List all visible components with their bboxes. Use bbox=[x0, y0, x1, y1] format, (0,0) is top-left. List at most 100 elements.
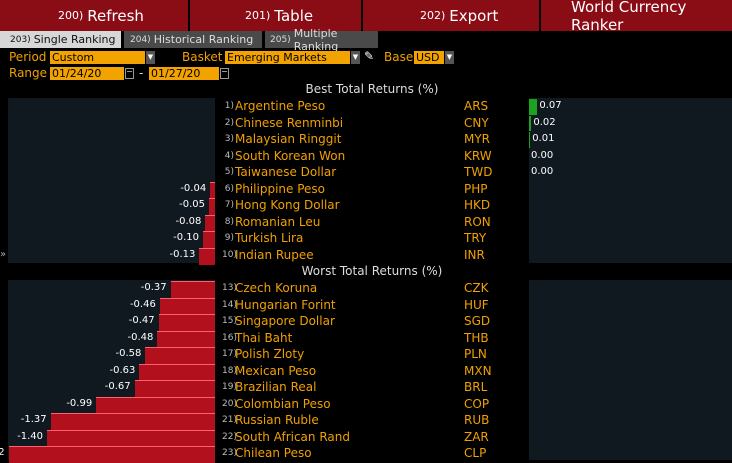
table-row[interactable]: 21) Russian Ruble RUB -1.37 bbox=[0, 412, 732, 430]
return-value: 0.01 bbox=[532, 133, 555, 144]
table-row[interactable]: 19) Brazilian Real BRL -0.67 bbox=[0, 379, 732, 397]
table-row[interactable]: 4) South Korean Won KRW 0.00 bbox=[0, 148, 732, 164]
currency-name: Turkish Lira bbox=[235, 231, 304, 245]
range-label: Range bbox=[9, 66, 48, 80]
return-value: 0.00 bbox=[531, 166, 554, 177]
table-row[interactable]: 1) Argentine Peso ARS 0.07 bbox=[0, 98, 732, 115]
tab-single-ranking[interactable]: 203) Single Ranking bbox=[0, 31, 124, 48]
tab-multiple-ranking-number: 205) bbox=[270, 34, 291, 45]
table-button-label: Table bbox=[274, 6, 314, 25]
pencil-icon[interactable]: ✎ bbox=[364, 49, 375, 63]
table-row[interactable]: 2) Chinese Renminbi CNY 0.02 bbox=[0, 115, 732, 131]
worst-returns-header: Worst Total Returns (%) bbox=[301, 264, 443, 278]
export-button[interactable]: 202) Export bbox=[363, 0, 541, 31]
rank-number: 7) bbox=[224, 200, 234, 210]
period-dropdown-icon[interactable]: ▼ bbox=[146, 51, 155, 64]
worst-positive-panel bbox=[529, 280, 732, 460]
return-value: -0.10 bbox=[173, 232, 199, 243]
basket-label: Basket bbox=[182, 50, 223, 64]
start-date-input[interactable]: 01/24/20 bbox=[50, 67, 124, 80]
currency-code: KRW bbox=[464, 148, 492, 163]
return-value: 0.07 bbox=[539, 100, 562, 111]
table-row[interactable]: 6) Philippine Peso PHP -0.04 bbox=[0, 181, 732, 199]
table-button[interactable]: 201) Table bbox=[190, 0, 363, 31]
currency-code: INR bbox=[464, 247, 485, 262]
refresh-button[interactable]: 200) Refresh bbox=[0, 0, 190, 31]
currency-name: Philippine Peso bbox=[235, 181, 325, 196]
negative-return-bar bbox=[157, 330, 215, 348]
table-row[interactable]: 3) Malaysian Ringgit MYR 0.01 bbox=[0, 131, 732, 148]
currency-name: Romanian Leu bbox=[235, 214, 321, 229]
table-row[interactable]: 5) Taiwanese Dollar TWD 0.00 bbox=[0, 164, 732, 180]
currency-code: PLN bbox=[464, 347, 487, 361]
export-button-number: 202) bbox=[420, 9, 446, 22]
currency-name: Chilean Peso bbox=[235, 446, 312, 460]
end-date-input[interactable]: 01/27/20 bbox=[149, 67, 219, 80]
period-select[interactable]: Custom bbox=[50, 51, 145, 64]
currency-name: Argentine Peso bbox=[235, 99, 326, 113]
rank-number: 9) bbox=[224, 233, 234, 243]
table-row[interactable]: 7) Hong Kong Dollar HKD -0.05 bbox=[0, 197, 732, 215]
return-value: -0.08 bbox=[175, 215, 202, 227]
currency-code: RON bbox=[464, 214, 491, 229]
end-calendar-icon[interactable] bbox=[220, 68, 229, 79]
table-row[interactable]: 23)Chilean Peso CLP -1.72 bbox=[0, 445, 732, 463]
tab-multiple-ranking[interactable]: 205) Multiple Ranking bbox=[265, 27, 381, 53]
rank-number: 16) bbox=[222, 332, 237, 343]
currency-name: Hungarian Forint bbox=[235, 297, 336, 312]
currency-name: Chinese Renminbi bbox=[235, 115, 344, 130]
table-row[interactable]: 13) Czech Koruna CZK -0.37 bbox=[0, 280, 732, 298]
return-value: 0.00 bbox=[531, 149, 554, 161]
table-row[interactable]: 18) Mexican Peso MXN -0.63 bbox=[0, 363, 732, 381]
table-row[interactable]: 10) Indian Rupee INR -0.13 bbox=[0, 247, 732, 265]
tab-historical-ranking[interactable]: 204) Historical Ranking bbox=[124, 31, 265, 48]
negative-return-bar bbox=[96, 396, 215, 414]
negative-return-bar bbox=[8, 446, 215, 463]
currency-name: Polish Zloty bbox=[235, 347, 305, 361]
currency-code: PHP bbox=[464, 181, 488, 196]
return-value: -0.48 bbox=[127, 331, 154, 343]
base-label: Base bbox=[384, 50, 414, 64]
collapse-arrow-icon[interactable]: » bbox=[0, 249, 7, 260]
table-row[interactable]: 17) Polish Zloty PLN -0.58 bbox=[0, 346, 732, 364]
table-row[interactable]: 16) Thai Baht THB -0.48 bbox=[0, 330, 732, 348]
return-value: -1.72 bbox=[0, 447, 5, 458]
currency-name: Indian Rupee bbox=[235, 247, 314, 262]
basket-select[interactable]: Emerging Markets bbox=[225, 51, 350, 64]
base-dropdown-icon[interactable]: ▼ bbox=[445, 51, 454, 64]
negative-return-bar bbox=[205, 214, 215, 232]
rank-number: 17) bbox=[222, 349, 237, 359]
tab-historical-ranking-label: Historical Ranking bbox=[153, 33, 254, 46]
table-row[interactable]: 9) Turkish Lira TRY -0.10 bbox=[0, 230, 732, 248]
currency-name: Hong Kong Dollar bbox=[235, 198, 340, 212]
negative-return-bar bbox=[203, 231, 215, 248]
currency-code: HUF bbox=[464, 297, 489, 312]
currency-code: SGD bbox=[464, 314, 491, 328]
table-row[interactable]: 15) Singapore Dollar SGD -0.47 bbox=[0, 313, 732, 331]
rank-number: 20) bbox=[222, 398, 237, 409]
best-negative-panel bbox=[8, 98, 215, 263]
table-row[interactable]: 14) Hungarian Forint HUF -0.46 bbox=[0, 297, 732, 315]
start-calendar-icon[interactable] bbox=[125, 68, 134, 79]
rank-number: 6) bbox=[224, 183, 234, 194]
currency-code: MXN bbox=[464, 363, 492, 378]
return-value: -0.37 bbox=[140, 282, 167, 293]
rank-number: 18) bbox=[222, 365, 237, 376]
table-row[interactable]: 20) Colombian Peso COP -0.99 bbox=[0, 396, 732, 414]
refresh-button-number: 200) bbox=[58, 9, 84, 22]
currency-code: CNY bbox=[464, 115, 489, 130]
table-row[interactable]: 22) South African Rand ZAR -1.40 bbox=[0, 429, 732, 447]
currency-name: Mexican Peso bbox=[235, 363, 317, 378]
best-returns-header: Best Total Returns (%) bbox=[305, 82, 439, 96]
currency-name: South Korean Won bbox=[235, 148, 346, 163]
return-value: -0.99 bbox=[66, 397, 93, 409]
rank-number: 21) bbox=[222, 415, 237, 425]
negative-return-bar bbox=[199, 247, 215, 265]
table-row[interactable]: 8) Romanian Leu RON -0.08 bbox=[0, 214, 732, 232]
basket-dropdown-icon[interactable]: ▼ bbox=[351, 51, 360, 64]
negative-return-bar bbox=[145, 347, 215, 364]
controls-panel: Period Custom ▼ Basket Emerging Markets … bbox=[0, 49, 732, 83]
rank-number: 19) bbox=[222, 382, 237, 392]
base-select[interactable]: USD bbox=[414, 51, 444, 64]
currency-code: ZAR bbox=[464, 429, 489, 444]
